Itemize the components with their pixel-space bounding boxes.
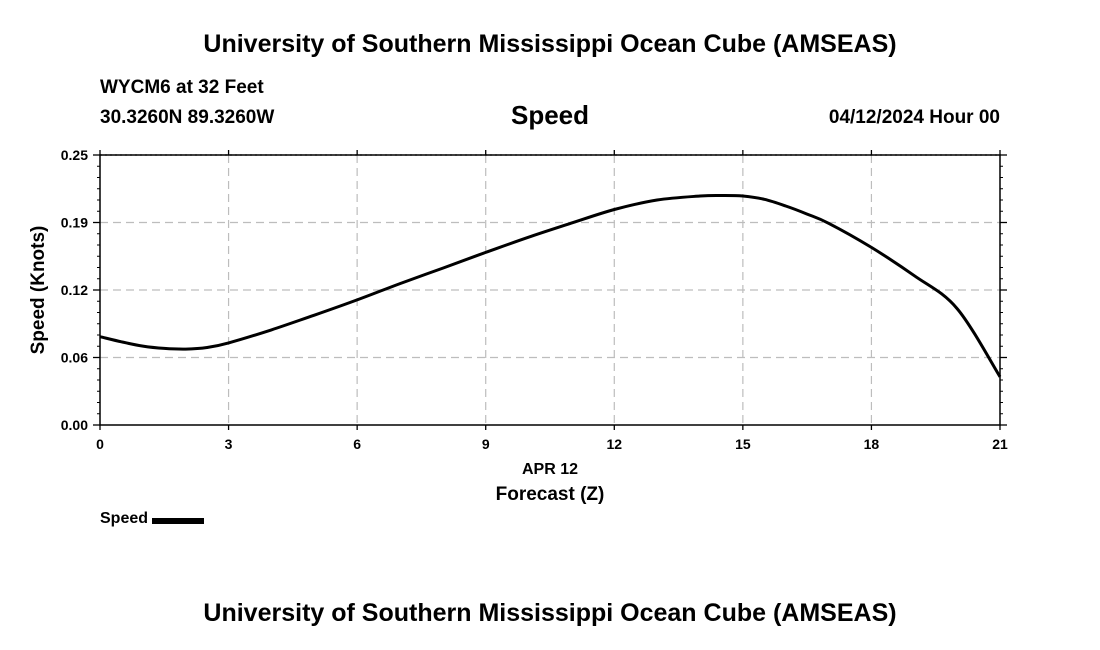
x-tick-label: 0: [96, 436, 104, 452]
legend-swatch-speed: [152, 517, 205, 524]
y-tick-label: 0.12: [61, 282, 88, 298]
y-tick-label: 0.06: [61, 350, 88, 366]
x-tick-label: 9: [482, 436, 490, 452]
series-line-speed: [99, 193, 1002, 378]
legend-label-speed: Speed: [100, 510, 149, 527]
x-tick-label: 15: [735, 436, 751, 452]
page-title: University of Southern Mississippi Ocean…: [203, 30, 897, 58]
y-axis-title: Speed (Knots): [28, 226, 49, 355]
y-tick-label: 0.00: [61, 417, 88, 433]
x-tick-label: 12: [606, 436, 622, 452]
coordinates-label: 30.3260N 89.3260W: [100, 107, 275, 128]
y-tick-label: 0.19: [61, 215, 88, 231]
station-label: WYCM6 at 32 Feet: [100, 77, 264, 98]
x-axis-ticks: 0 3 6 9 12 15 18 21: [96, 150, 1008, 452]
y-axis-ticks: 0.00 0.06 0.12 0.19 0.25: [61, 147, 1007, 433]
series-group: [99, 193, 1002, 378]
chart-title: Speed: [510, 100, 590, 130]
x-tick-label: 3: [225, 436, 233, 452]
footer-title: University of Southern Mississippi Ocean…: [203, 599, 897, 627]
x-axis-date-label: APR 12: [522, 461, 578, 478]
forecast-datetime: 04/12/2024 Hour 00: [828, 107, 1000, 128]
y-tick-label: 0.25: [61, 147, 88, 163]
x-axis-title: Forecast (Z): [496, 484, 605, 505]
grid-lines: [100, 154, 1000, 425]
x-tick-label: 6: [353, 436, 361, 452]
x-tick-label: 18: [864, 436, 880, 452]
legend: Speed: [100, 510, 205, 528]
x-tick-label: 21: [992, 436, 1008, 452]
